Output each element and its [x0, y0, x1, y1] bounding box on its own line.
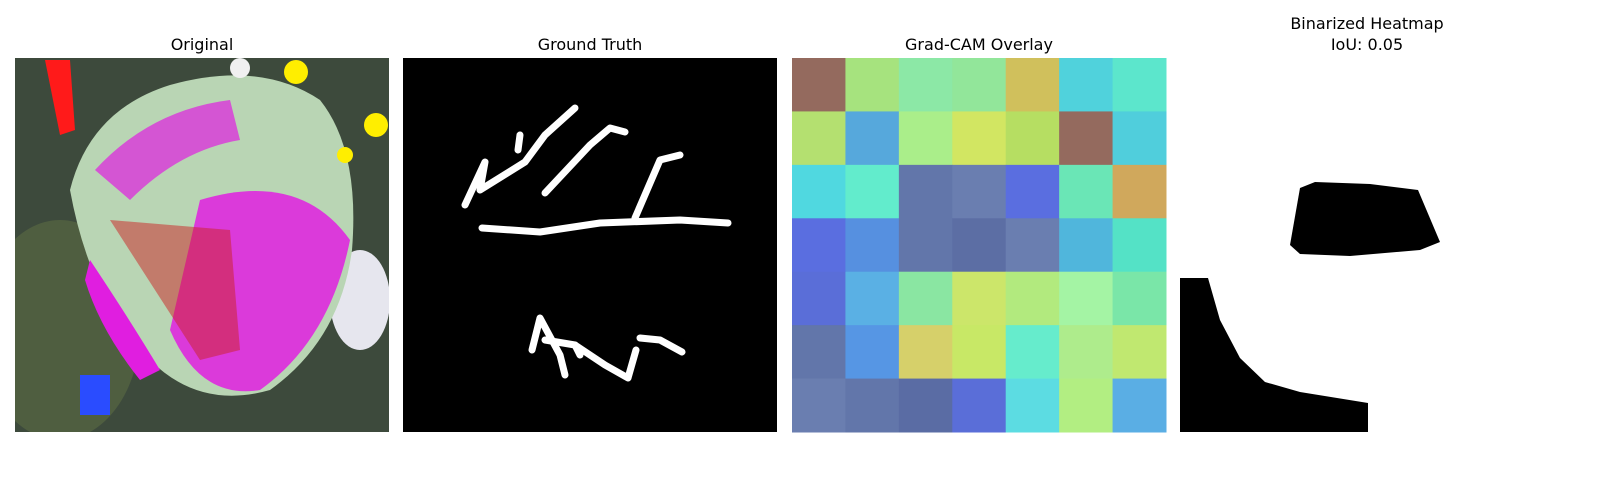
panel-title: Grad-CAM Overlay — [905, 35, 1053, 54]
heat-cell — [898, 164, 953, 219]
heat-cell — [1005, 218, 1060, 273]
binarized-image — [1180, 58, 1554, 432]
heat-cell — [845, 325, 900, 380]
heat-cell — [792, 164, 846, 219]
heat-cell — [952, 58, 1007, 112]
heat-cell — [1112, 164, 1167, 219]
heat-cell — [1005, 378, 1060, 433]
heat-cell — [898, 111, 953, 166]
heat-cell — [1059, 111, 1114, 166]
heat-cell — [845, 271, 900, 326]
heat-cell — [1059, 218, 1114, 273]
heat-cell — [792, 378, 846, 433]
heat-cell — [1005, 58, 1060, 112]
heat-cell — [952, 271, 1007, 326]
heat-cell — [1005, 271, 1060, 326]
heat-cell — [845, 58, 900, 112]
panel-title: Original — [171, 35, 234, 54]
heat-cell — [1059, 58, 1114, 112]
heat-cell — [1059, 271, 1114, 326]
heat-cell — [1059, 164, 1114, 219]
heat-cell — [792, 111, 846, 166]
heat-cell — [845, 111, 900, 166]
heat-cell — [952, 378, 1007, 433]
panel-title: Binarized Heatmap — [1290, 14, 1443, 33]
heat-cell — [1112, 271, 1167, 326]
heat-cell — [1005, 111, 1060, 166]
heat-cell — [1112, 378, 1167, 433]
panel-title: Ground Truth — [538, 35, 643, 54]
heat-cell — [898, 58, 953, 112]
heat-cell — [898, 271, 953, 326]
heat-cell — [1112, 218, 1167, 273]
heat-cell — [1005, 164, 1060, 219]
heat-cell — [845, 218, 900, 273]
heat-cell — [952, 111, 1007, 166]
heat-cell — [1059, 325, 1114, 380]
heat-cell — [792, 58, 846, 112]
ground-truth-image — [403, 58, 777, 432]
heat-cell — [1112, 111, 1167, 166]
heat-cell — [898, 218, 953, 273]
heat-cell — [952, 218, 1007, 273]
heat-cell — [952, 325, 1007, 380]
heat-cell — [898, 325, 953, 380]
heat-cell — [1112, 58, 1167, 112]
heat-cell — [845, 378, 900, 433]
heat-cell — [1059, 378, 1114, 433]
heat-cell — [1005, 325, 1060, 380]
heat-cell — [792, 325, 846, 380]
heat-cell — [1112, 325, 1167, 380]
heat-cell — [898, 378, 953, 433]
heat-cell — [792, 271, 846, 326]
heat-cell — [952, 164, 1007, 219]
gradcam-image — [792, 58, 1167, 433]
panel-subtitle: IoU: 0.05 — [1331, 35, 1403, 54]
heat-cell — [792, 218, 846, 273]
original-image — [15, 58, 389, 432]
heat-cell — [845, 164, 900, 219]
